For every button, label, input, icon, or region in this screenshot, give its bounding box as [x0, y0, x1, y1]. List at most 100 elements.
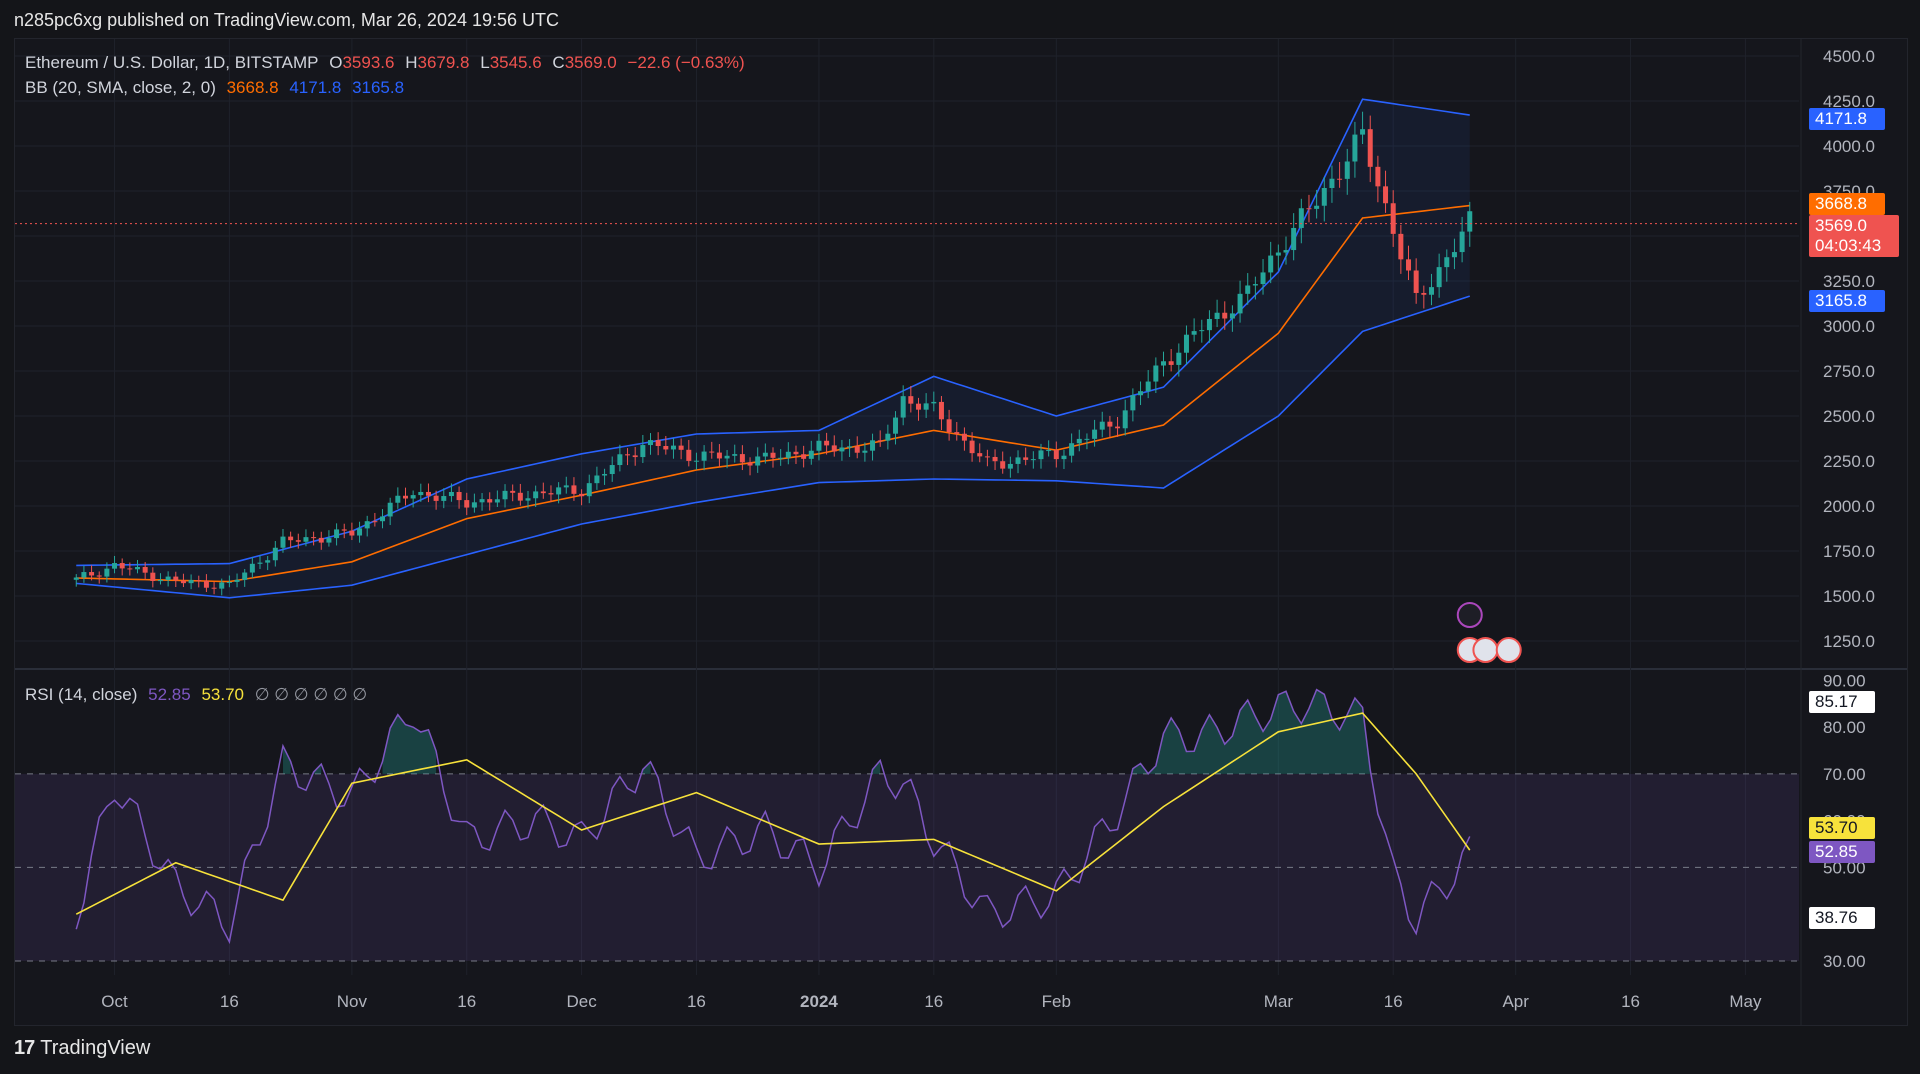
- candle-body: [1360, 129, 1366, 135]
- candle-body: [165, 576, 171, 581]
- bb-basis-tag: 3668.8: [1809, 193, 1885, 215]
- candle-body: [931, 401, 937, 404]
- candle-body: [648, 440, 654, 446]
- candle-body: [1176, 352, 1182, 365]
- bb-label: BB (20, SMA, close, 2, 0): [25, 78, 216, 97]
- candle-body: [686, 449, 692, 461]
- candle-body: [226, 581, 232, 583]
- candle-body: [1344, 161, 1350, 179]
- candle-body: [793, 451, 799, 455]
- candle-body: [602, 474, 608, 476]
- candle-body: [372, 521, 378, 523]
- chart-canvas[interactable]: 4500.04250.04000.03750.03500.03250.03000…: [15, 39, 1907, 1025]
- candle-body: [1069, 443, 1075, 456]
- candle-body: [96, 575, 102, 577]
- candle-body: [1268, 255, 1274, 273]
- chart-frame[interactable]: 4500.04250.04000.03750.03500.03250.03000…: [14, 38, 1908, 1026]
- candle-body: [770, 452, 776, 458]
- candle-body: [1222, 312, 1228, 319]
- candle-body: [739, 454, 745, 463]
- candle-body: [824, 440, 830, 446]
- candle-body: [1160, 361, 1166, 366]
- tradingview-logo-icon: 17: [14, 1037, 35, 1059]
- price-axis-tick: 4500.0: [1823, 47, 1875, 66]
- candle-body: [808, 450, 814, 459]
- candle-body: [915, 403, 921, 410]
- candle-body: [678, 445, 684, 450]
- candle-body: [1015, 457, 1021, 464]
- candle-body: [1390, 203, 1396, 234]
- candle-body: [632, 455, 638, 458]
- candle-body: [977, 453, 983, 457]
- price-axis-tick: 3250.0: [1823, 272, 1875, 291]
- candle-body: [1092, 429, 1098, 439]
- price-axis-tick: 1750.0: [1823, 542, 1875, 561]
- candle-body: [1206, 318, 1212, 331]
- candle-body: [441, 496, 447, 501]
- candle-body: [1444, 257, 1450, 268]
- rsi-label: RSI (14, close): [25, 685, 138, 704]
- rsi-axis-tick: 90.00: [1823, 671, 1866, 690]
- price-change: −22.6 (−0.63%): [627, 53, 745, 72]
- candle-body: [992, 456, 998, 462]
- candle-body: [196, 580, 202, 582]
- time-axis-tick: Dec: [566, 992, 597, 1011]
- time-axis-tick: 16: [1384, 992, 1403, 1011]
- candle-body: [349, 530, 355, 536]
- footer-brand-label: TradingView: [40, 1037, 151, 1059]
- time-axis-tick: Apr: [1502, 992, 1529, 1011]
- candle-body: [502, 490, 508, 500]
- candle-body: [425, 491, 431, 496]
- candle-body: [89, 572, 95, 576]
- candle-body: [242, 572, 248, 580]
- time-axis-tick: 2024: [800, 992, 838, 1011]
- candle-body: [1061, 455, 1067, 460]
- time-axis-tick: 16: [924, 992, 943, 1011]
- candle-body: [203, 580, 209, 588]
- candle-body: [1283, 250, 1289, 253]
- time-axis-tick: 16: [687, 992, 706, 1011]
- candle-body: [563, 485, 569, 488]
- candle-body: [1306, 208, 1312, 210]
- bb-band-fill: [76, 99, 1470, 598]
- candle-body: [1252, 284, 1258, 286]
- candle-body: [1321, 187, 1327, 206]
- candle-body: [1260, 272, 1266, 285]
- candle-body: [670, 445, 676, 450]
- candle-body: [1000, 461, 1006, 469]
- bb-upper-line: [76, 98, 1470, 567]
- candle-body: [540, 491, 546, 494]
- candle-body: [1145, 381, 1151, 392]
- rsi-ma-value: 53.70: [201, 685, 244, 704]
- candle-body: [655, 440, 661, 447]
- candle-body: [249, 563, 255, 573]
- rsi-overbought-fill: [642, 761, 651, 774]
- candle-body: [571, 485, 577, 494]
- bb-upper-tag: 4171.8: [1809, 108, 1885, 130]
- price-axis-tick: 2500.0: [1823, 407, 1875, 426]
- rsi-value-tag: 52.85: [1809, 841, 1875, 863]
- candle-body: [954, 432, 960, 434]
- candle-body: [893, 417, 899, 434]
- candle-body: [1413, 270, 1419, 293]
- footer-brand: 17 TradingView: [14, 1037, 150, 1060]
- bb-lower-value: 3165.8: [352, 78, 405, 97]
- candle-body: [494, 499, 500, 503]
- candle-body: [984, 456, 990, 458]
- time-axis-tick: Nov: [337, 992, 368, 1011]
- candle-body: [1030, 459, 1036, 461]
- candle-body: [81, 572, 87, 578]
- candle-body: [625, 454, 631, 456]
- candle-body: [1329, 178, 1335, 188]
- rsi-overbought-fill: [1132, 689, 1371, 774]
- candle-body: [663, 446, 669, 450]
- time-axis-tick: Oct: [101, 992, 128, 1011]
- candle-body: [1421, 292, 1427, 295]
- candle-body: [640, 445, 646, 458]
- candle-body: [548, 493, 554, 495]
- bb-upper-value: 4171.8: [289, 78, 342, 97]
- candle-body: [1352, 134, 1358, 162]
- candle-body: [402, 495, 408, 499]
- candle-body: [471, 502, 477, 508]
- rsi-axis-tick: 50.00: [1823, 858, 1866, 877]
